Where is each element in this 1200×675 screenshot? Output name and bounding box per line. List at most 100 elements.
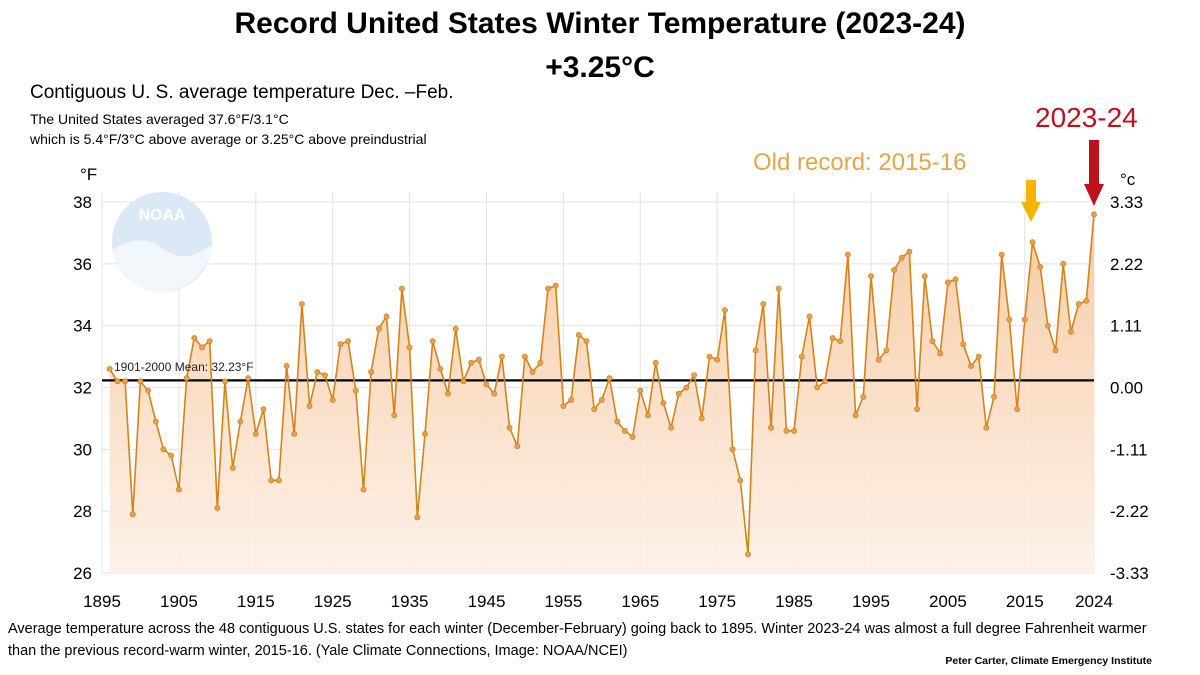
data-point bbox=[529, 369, 536, 375]
data-point bbox=[368, 369, 374, 375]
figure-caption: Average temperature across the 48 contig… bbox=[8, 621, 1147, 659]
data-point bbox=[883, 347, 890, 354]
data-point bbox=[929, 338, 936, 344]
data-point bbox=[514, 443, 521, 450]
data-point bbox=[783, 427, 790, 434]
data-point bbox=[991, 393, 997, 400]
data-point bbox=[614, 418, 621, 425]
x-tick-label: 1995 bbox=[852, 592, 890, 611]
data-point bbox=[183, 375, 190, 382]
data-point bbox=[145, 387, 151, 394]
right-axis-unit: °c bbox=[1120, 170, 1136, 189]
data-point bbox=[598, 396, 605, 403]
data-point bbox=[575, 331, 582, 338]
y-tick-labels-left: 26 28 30 32 34 36 38 bbox=[73, 193, 92, 583]
y-tick-label-right: -2.22 bbox=[1110, 502, 1149, 521]
data-point bbox=[322, 372, 328, 378]
data-point bbox=[206, 338, 213, 344]
data-point bbox=[291, 430, 298, 437]
data-point bbox=[1060, 260, 1067, 267]
data-point bbox=[975, 353, 982, 360]
data-point bbox=[283, 362, 290, 369]
data-point bbox=[645, 412, 651, 419]
x-tick-label: 1985 bbox=[775, 592, 813, 611]
data-point bbox=[722, 307, 728, 314]
summary-note-line1: The United States averaged 37.6°F/3.1°C bbox=[30, 111, 289, 127]
data-point bbox=[983, 424, 990, 431]
data-point bbox=[345, 338, 351, 344]
data-point bbox=[737, 477, 744, 484]
data-point bbox=[237, 418, 244, 425]
data-point bbox=[306, 403, 313, 409]
data-point bbox=[422, 430, 428, 437]
data-point bbox=[129, 511, 136, 518]
data-point bbox=[921, 273, 928, 280]
data-point bbox=[106, 365, 113, 372]
data-point bbox=[745, 551, 751, 558]
old-record-label: Old record: 2015-16 bbox=[753, 149, 966, 176]
data-point bbox=[637, 387, 644, 394]
data-point bbox=[252, 430, 259, 437]
data-point bbox=[506, 424, 513, 431]
data-point bbox=[245, 375, 251, 382]
data-point bbox=[768, 424, 774, 431]
data-point bbox=[522, 353, 528, 360]
y-tick-label-left: 26 bbox=[73, 564, 92, 583]
data-point bbox=[852, 412, 859, 419]
data-point bbox=[414, 514, 421, 521]
x-tick-label: 1895 bbox=[83, 592, 121, 611]
y-tick-label-right: -1.11 bbox=[1110, 440, 1148, 459]
data-point bbox=[822, 378, 828, 385]
data-point bbox=[122, 378, 128, 385]
data-point bbox=[752, 347, 759, 354]
data-point bbox=[568, 396, 574, 403]
data-point bbox=[998, 251, 1005, 258]
headline-anomaly: +3.25°C bbox=[545, 51, 655, 84]
data-point bbox=[937, 350, 944, 357]
data-point bbox=[406, 344, 413, 351]
data-point bbox=[668, 424, 674, 431]
data-point bbox=[660, 400, 667, 406]
data-point bbox=[229, 464, 236, 471]
data-point bbox=[199, 344, 205, 351]
data-point bbox=[860, 393, 867, 400]
x-tick-label: 1975 bbox=[698, 592, 736, 611]
x-tick-label: 1925 bbox=[314, 592, 352, 611]
data-point bbox=[137, 378, 144, 385]
area-fill bbox=[109, 214, 1094, 573]
data-point bbox=[698, 415, 705, 422]
data-point bbox=[629, 434, 636, 440]
data-point bbox=[829, 335, 836, 341]
data-point bbox=[360, 486, 367, 493]
data-point bbox=[1068, 328, 1074, 335]
data-point bbox=[314, 369, 321, 375]
data-points bbox=[106, 211, 1097, 558]
y-tick-label-right: 0.00 bbox=[1110, 379, 1143, 398]
data-point bbox=[214, 505, 221, 511]
x-tick-label: 1945 bbox=[468, 592, 506, 611]
data-point bbox=[606, 375, 613, 382]
y-tick-label-left: 30 bbox=[73, 440, 92, 459]
data-point bbox=[391, 412, 398, 419]
data-point bbox=[491, 390, 498, 397]
y-tick-label-left: 28 bbox=[73, 502, 92, 521]
x-tick-label: 1935 bbox=[391, 592, 429, 611]
y-tick-labels-right: -3.33 -2.22 -1.11 0.00 1.11 2.22 3.33 bbox=[1110, 193, 1149, 583]
x-tick-labels: 1895 1905 1915 1925 1935 1945 1955 1965 1975 1985… bbox=[83, 592, 1113, 611]
data-point bbox=[398, 285, 405, 292]
data-point bbox=[468, 359, 474, 366]
svg-text:NOAA: NOAA bbox=[138, 207, 186, 224]
data-point bbox=[868, 273, 874, 280]
data-point bbox=[891, 267, 897, 273]
noaa-logo: NOAA bbox=[112, 192, 212, 292]
data-point bbox=[560, 403, 567, 409]
data-point bbox=[1006, 316, 1013, 323]
data-point bbox=[352, 387, 359, 394]
data-point bbox=[552, 282, 559, 289]
data-point bbox=[1083, 297, 1090, 304]
data-point bbox=[1014, 406, 1020, 412]
data-point bbox=[652, 359, 659, 366]
data-point bbox=[760, 301, 767, 307]
x-tick-label: 2024 bbox=[1075, 592, 1113, 611]
old-record-arrow bbox=[1021, 180, 1041, 222]
